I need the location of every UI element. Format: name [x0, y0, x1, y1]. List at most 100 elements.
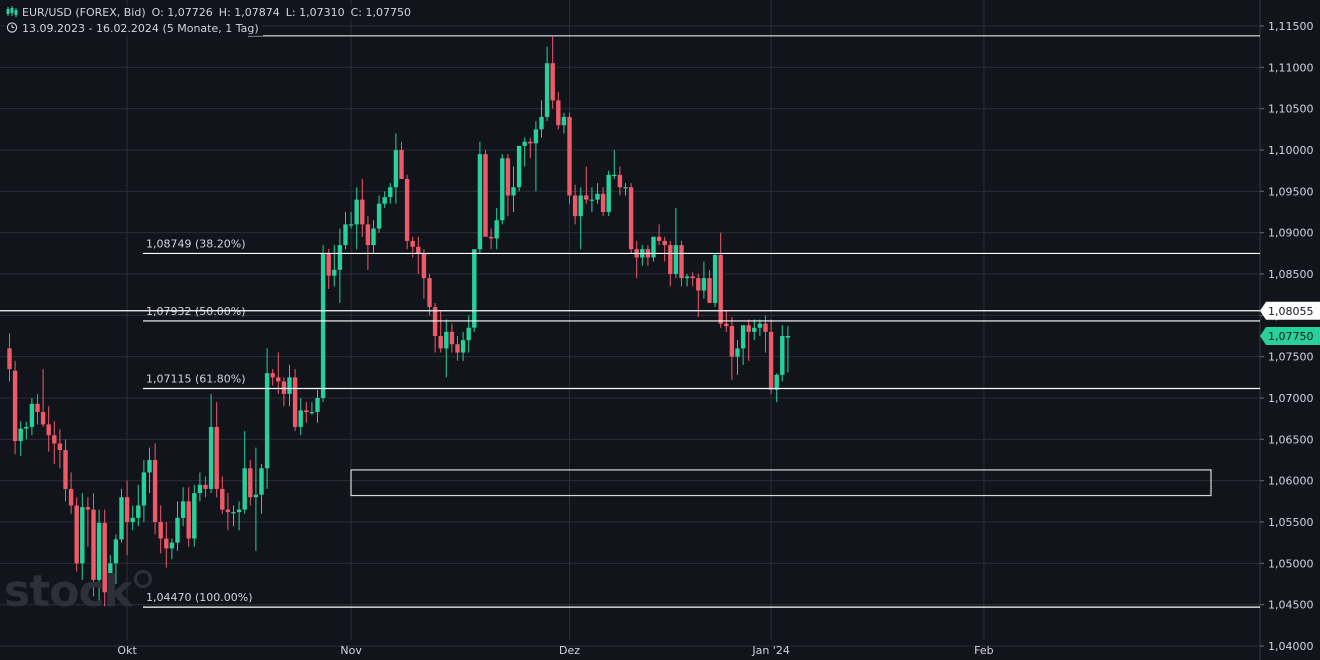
- candle-down: [40, 412, 46, 425]
- candle-up: [343, 224, 348, 246]
- candle-up: [287, 377, 292, 394]
- candle-up: [242, 468, 247, 510]
- candle-down: [567, 116, 572, 196]
- candle-up: [18, 428, 23, 441]
- candle-down: [186, 501, 191, 539]
- candle-down: [416, 246, 421, 254]
- candle-up: [684, 276, 690, 279]
- candle-down: [427, 278, 432, 308]
- y-tick-label: 1,06000: [1268, 475, 1314, 488]
- candle-up: [96, 522, 102, 580]
- candle-up: [320, 253, 326, 398]
- candle-down: [68, 488, 74, 506]
- candle-down: [763, 323, 768, 332]
- candle-down: [399, 150, 404, 179]
- candle-up: [29, 403, 35, 427]
- candle-down: [488, 236, 494, 239]
- candle-up: [712, 254, 718, 303]
- candle-up: [259, 468, 264, 495]
- candle-up: [309, 412, 315, 414]
- candle-up: [701, 278, 707, 291]
- candle-up: [348, 224, 354, 226]
- candle-up: [147, 460, 152, 473]
- candle-down: [35, 403, 40, 413]
- candle-up: [500, 158, 505, 221]
- candle-down: [679, 245, 684, 279]
- candle-down: [102, 522, 107, 593]
- candle-up: [589, 199, 595, 201]
- candle-down: [668, 245, 673, 274]
- candle-down: [164, 538, 169, 549]
- candle-up: [24, 426, 29, 429]
- candle-up: [175, 517, 180, 543]
- candle-up: [533, 129, 539, 144]
- candle-down: [85, 507, 91, 510]
- candle-up: [332, 269, 337, 276]
- y-tick-label: 1,10000: [1268, 144, 1314, 157]
- x-tick-label: Dez: [559, 644, 580, 657]
- low-value: L: 1,07310: [285, 6, 345, 19]
- horizontal-line-price-label: 1,08055: [1268, 305, 1314, 318]
- candle-down: [220, 488, 225, 510]
- watermark-ring-icon: [133, 570, 152, 588]
- candle-up: [264, 373, 270, 469]
- y-tick-label: 1,04500: [1268, 599, 1314, 612]
- candle-down: [270, 373, 275, 378]
- candle-up: [197, 484, 203, 494]
- watermark-logo: stock: [4, 566, 152, 617]
- candle-up: [119, 497, 124, 540]
- candle-down: [225, 509, 231, 513]
- candle-down: [656, 236, 662, 241]
- y-tick-label: 1,09000: [1268, 227, 1314, 240]
- candle-down: [438, 336, 443, 349]
- symbol-label: EUR/USD (FOREX, Bid): [22, 6, 146, 19]
- candle-down: [550, 63, 555, 101]
- candle-down: [152, 460, 158, 522]
- candle-up: [113, 539, 119, 564]
- candle-down: [12, 370, 18, 441]
- fib-level-label: 1,08749 (38.20%): [146, 237, 246, 250]
- candle-down: [124, 497, 130, 522]
- candle-down: [483, 154, 488, 237]
- candle-up: [494, 220, 499, 239]
- candle-up: [673, 245, 679, 274]
- y-tick-label: 1,05000: [1268, 557, 1314, 570]
- candle-up: [236, 509, 242, 513]
- candle-down: [707, 278, 712, 303]
- close-value: C: 1,07750: [350, 6, 411, 19]
- x-tick-label: Feb: [974, 644, 993, 657]
- candle-up: [516, 145, 522, 188]
- candle-down: [584, 195, 589, 200]
- candle-down: [768, 331, 774, 390]
- candle-down: [528, 141, 533, 144]
- candle-down: [449, 331, 455, 345]
- candle-down: [57, 443, 63, 451]
- candle-down: [617, 174, 623, 188]
- date-range-header: 13.09.2023 - 16.02.2024 (5 Monate, 1 Tag…: [4, 21, 263, 36]
- y-tick-label: 1,06500: [1268, 433, 1314, 446]
- last-price-label: 1,07750: [1268, 330, 1314, 343]
- high-value: H: 1,07874: [218, 6, 280, 19]
- candle-down: [360, 199, 365, 225]
- x-tick-label: Jan '24: [751, 644, 789, 657]
- candle-up: [511, 187, 516, 196]
- candle-down: [158, 522, 163, 539]
- candle-down: [455, 344, 460, 353]
- candle-up: [785, 336, 791, 338]
- candle-up: [388, 187, 393, 198]
- candle-down: [7, 348, 12, 370]
- candle-down: [729, 326, 735, 357]
- candle-up: [595, 193, 600, 200]
- period-label: (5 Monate, 1 Tag): [162, 22, 259, 35]
- candle-up: [539, 116, 544, 130]
- candle-up: [108, 563, 113, 593]
- y-tick-label: 1,07500: [1268, 351, 1314, 364]
- candle-down: [556, 100, 561, 126]
- y-tick-label: 1,11500: [1268, 20, 1314, 33]
- last-price-tag: [1260, 327, 1320, 345]
- candle-down: [505, 158, 511, 196]
- candle-up: [757, 323, 763, 328]
